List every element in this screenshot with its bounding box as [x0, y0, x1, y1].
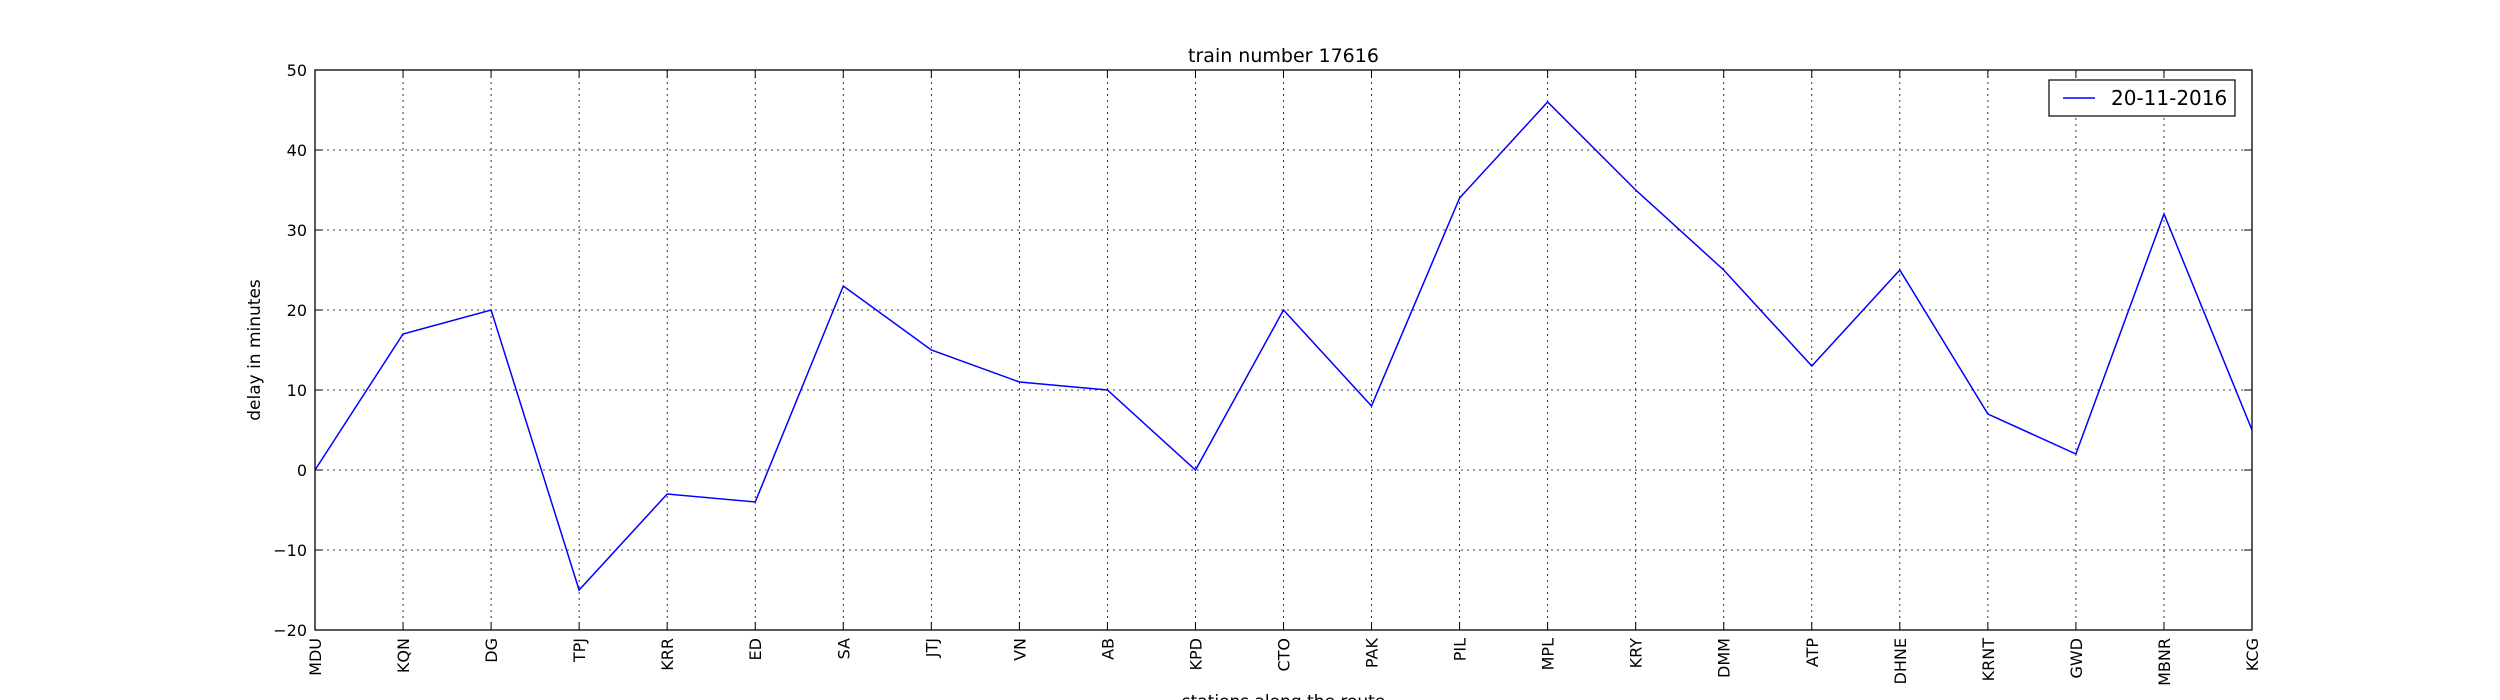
y-tick-label: 50: [287, 61, 307, 80]
data-point: [753, 500, 758, 505]
chart-title: train number 17616: [1188, 45, 1379, 67]
data-point: [1017, 380, 1022, 385]
data-point: [1545, 100, 1550, 105]
data-point: [841, 284, 846, 289]
data-point: [489, 308, 494, 313]
x-tick-label: SA: [834, 638, 853, 659]
x-tick-label: ATP: [1803, 638, 1822, 667]
x-tick-label: KRY: [1627, 638, 1646, 669]
x-axis-label: stations along the route: [1182, 692, 1386, 700]
data-point: [1633, 188, 1638, 193]
y-tick-label: −10: [273, 541, 307, 560]
data-point: [1721, 268, 1726, 273]
data-point: [929, 348, 934, 353]
x-tick-label: CTO: [1275, 638, 1294, 672]
x-tick-label: AB: [1098, 638, 1117, 660]
x-tick-label: KQN: [394, 638, 413, 673]
y-tick-label: 40: [287, 141, 307, 160]
legend: 20-11-2016: [2048, 79, 2236, 117]
x-tick-label: PIL: [1451, 638, 1470, 661]
y-tick-label: 10: [287, 381, 307, 400]
data-point: [401, 332, 406, 337]
data-point: [1809, 364, 1814, 369]
x-tick-label: KRNT: [1979, 638, 1998, 682]
y-tick-label: 30: [287, 221, 307, 240]
data-point: [577, 588, 582, 593]
x-tick-label: PAK: [1363, 637, 1382, 668]
x-tick-label: DHNE: [1891, 638, 1910, 684]
x-tick-label: JTJ: [922, 638, 941, 658]
data-point: [1281, 308, 1286, 313]
y-tick-label: 20: [287, 301, 307, 320]
data-point: [1105, 388, 1110, 393]
x-tick-label: GWD: [2067, 638, 2086, 679]
x-tick-label: DMM: [1715, 638, 1734, 678]
y-tick-label: 0: [297, 461, 307, 480]
x-tick-label: KCG: [2243, 638, 2262, 671]
x-tick-label: DG: [482, 638, 501, 663]
y-tick-label: −20: [273, 621, 307, 640]
data-point: [2161, 212, 2166, 217]
series-layer: [314, 100, 2253, 593]
data-point: [2073, 452, 2078, 457]
data-point: [665, 492, 670, 497]
data-point: [1457, 196, 1462, 201]
data-point: [1193, 468, 1198, 473]
legend-label: 20-11-2016: [2111, 86, 2227, 110]
x-tick-label: MBNR: [2155, 638, 2174, 686]
x-tick-label: KRR: [658, 638, 677, 671]
x-tick-label: MPL: [1539, 638, 1558, 670]
data-point: [1985, 412, 1990, 417]
axis-ticks: −20 −10 0 10 20 30 40 50 MDU KQN DG TPJ KRR ED SA JTJ VN…: [273, 61, 2262, 686]
series-line: [314, 100, 2253, 592]
data-point: [1897, 268, 1902, 273]
data-point: [1369, 404, 1374, 409]
x-tick-label: ED: [746, 638, 765, 660]
grid: [314, 69, 2253, 631]
y-axis-label: delay in minutes: [245, 279, 265, 421]
x-tick-label: TPJ: [570, 638, 589, 663]
x-tick-label: KPD: [1186, 638, 1205, 670]
x-tick-label: VN: [1010, 638, 1029, 661]
x-tick-label: MDU: [306, 638, 325, 676]
